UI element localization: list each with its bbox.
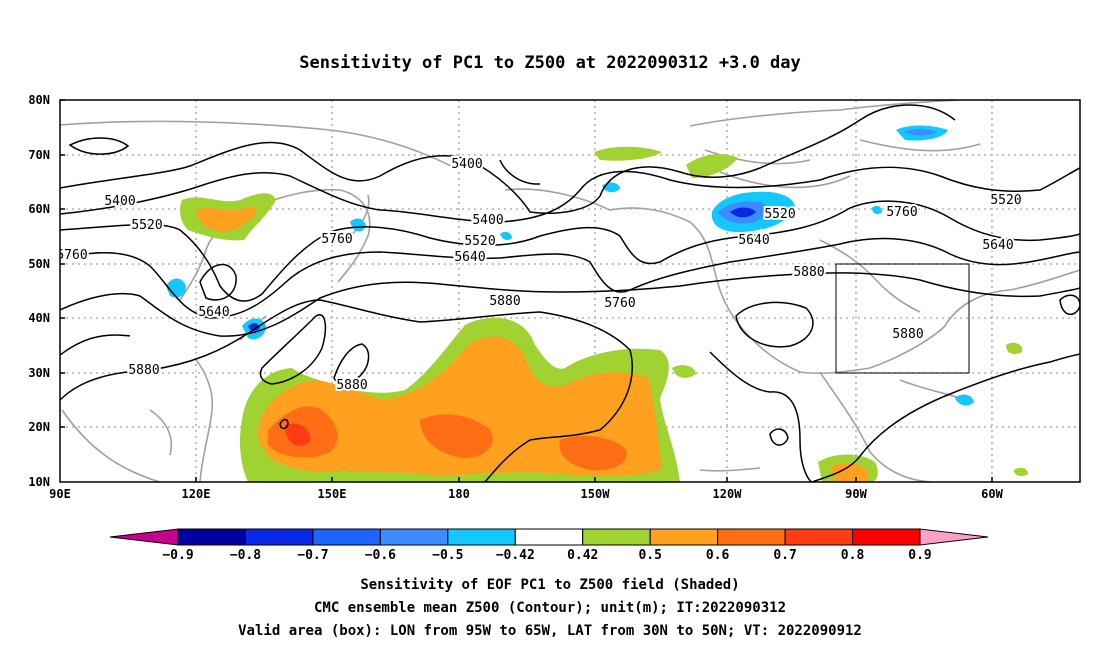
- contour-label: 5640: [198, 305, 229, 320]
- colorbar-label: −0.6: [365, 548, 396, 563]
- colorbar-segment: [379, 528, 449, 546]
- contour-label: 5400: [451, 157, 482, 172]
- valid-area-box: [835, 263, 970, 374]
- contour-label: 5760: [56, 248, 87, 263]
- colorbar-segment: [649, 528, 719, 546]
- caption-line-3: Valid area (box): LON from 95W to 65W, L…: [238, 623, 862, 639]
- colorbar-label: 0.9: [908, 548, 931, 563]
- colorbar-label: 0.5: [638, 548, 661, 563]
- contour-label: 5880: [892, 327, 923, 342]
- colorbar-segment: [312, 528, 381, 546]
- lat-tick-label: 20N: [28, 420, 50, 434]
- map-title: Sensitivity of PC1 to Z500 at 2022090312…: [299, 53, 801, 73]
- contour-label: 5640: [982, 238, 1013, 253]
- contour-label: 5880: [489, 294, 520, 309]
- tick-marks: [60, 99, 993, 482]
- negative-sensitivity-shading: [166, 125, 974, 406]
- colorbar-label: −0.8: [230, 548, 261, 563]
- colorbar-segment: [582, 528, 651, 546]
- colorbar-label: 0.8: [841, 548, 865, 563]
- lon-tick-label: 60W: [981, 487, 1003, 501]
- contour-label: 5640: [738, 233, 769, 248]
- lon-tick-label: 120E: [182, 487, 211, 501]
- contour-label: 5760: [321, 232, 352, 247]
- longitude-labels: 90E 120E 150E 180 150W 120W 90W 60W: [49, 487, 1003, 501]
- lat-tick-label: 10N: [28, 475, 50, 489]
- colorbar-segment: [177, 528, 246, 546]
- contour-label: 5880: [793, 265, 824, 280]
- contour-label: 5880: [128, 363, 159, 378]
- lon-tick-label: 90E: [49, 487, 71, 501]
- lat-tick-label: 50N: [28, 257, 50, 271]
- colorbar-label: 0.7: [773, 548, 796, 563]
- colorbar-segment: [852, 528, 921, 546]
- colorbar-label: −0.42: [496, 548, 535, 563]
- contour-label: 5640: [454, 250, 485, 265]
- lon-tick-label: 150W: [581, 487, 611, 501]
- lon-tick-label: 90W: [845, 487, 867, 501]
- lat-tick-label: 80N: [28, 93, 50, 107]
- colorbar: −0.9 −0.8 −0.7 −0.6 −0.5 −0.42 0.42 0.5 0.6 0.7 0.…: [109, 528, 989, 563]
- contour-labels: 5400 5400 5400 5520 5520 5520 5520 5640 …: [56, 155, 1024, 395]
- colorbar-segment: [447, 528, 516, 546]
- contour-label: 5760: [886, 205, 917, 220]
- lat-tick-label: 30N: [28, 366, 50, 380]
- map-area: 5400 5400 5400 5520 5520 5520 5520 5640 …: [56, 100, 1080, 482]
- contour-label: 5880: [336, 378, 367, 393]
- caption-line-1: Sensitivity of EOF PC1 to Z500 field (Sh…: [360, 577, 739, 593]
- contour-label: 5400: [472, 213, 503, 228]
- colorbar-high-arrow: [919, 528, 989, 546]
- contour-label: 5520: [131, 218, 162, 233]
- contour-label: 5400: [104, 194, 135, 209]
- contour-label: 5760: [604, 296, 635, 311]
- colorbar-label: 0.42: [567, 548, 598, 563]
- colorbar-segment: [514, 528, 584, 546]
- lat-tick-label: 40N: [28, 311, 50, 325]
- colorbar-label: −0.5: [432, 548, 463, 563]
- colorbar-low-arrow: [109, 528, 179, 546]
- caption-line-2: CMC ensemble mean Z500 (Contour); unit(m…: [314, 600, 786, 616]
- contour-label: 5520: [464, 234, 495, 249]
- colorbar-label: −0.7: [297, 548, 328, 563]
- colorbar-segment: [784, 528, 854, 546]
- colorbar-label: 0.6: [706, 548, 730, 563]
- colorbar-segment: [244, 528, 314, 546]
- lat-tick-label: 60N: [28, 202, 50, 216]
- contour-label: 5520: [764, 207, 795, 222]
- colorbar-segment: [717, 528, 786, 546]
- lon-tick-label: 180: [448, 487, 470, 501]
- z500-contours: [60, 104, 1080, 482]
- lon-tick-label: 150E: [318, 487, 347, 501]
- positive-sensitivity-shading: [180, 146, 1028, 482]
- colorbar-label: −0.9: [162, 548, 193, 563]
- lon-tick-label: 120W: [713, 487, 743, 501]
- contour-label: 5520: [990, 193, 1021, 208]
- lat-tick-label: 70N: [28, 148, 50, 162]
- map-frame: [59, 99, 1081, 483]
- latitude-labels: 80N 70N 60N 50N 40N 30N 20N 10N: [28, 93, 50, 489]
